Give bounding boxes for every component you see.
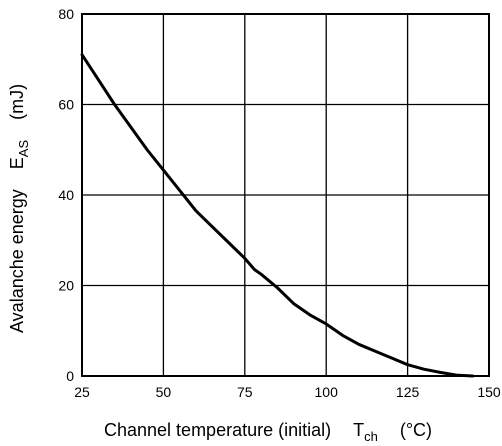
y-axis-symbol: E: [7, 157, 27, 169]
series-line: [80, 53, 475, 378]
x-tick-label: 50: [156, 384, 172, 400]
x-tick-label: 100: [315, 384, 339, 400]
x-tick-label: 150: [477, 384, 501, 400]
y-tick-label: 0: [66, 368, 74, 384]
y-tick-label: 60: [58, 97, 74, 113]
x-axis-symbol: T: [353, 420, 364, 440]
x-axis-symbol-sub: ch: [364, 429, 378, 444]
x-axis-title: Channel temperature (initial) Tch (°C): [104, 420, 432, 444]
y-tick-labels: 0 20 40 60 80: [58, 6, 74, 384]
y-tick-label: 20: [58, 278, 74, 294]
x-tick-label: 25: [74, 384, 90, 400]
plot-frame: [81, 13, 490, 377]
y-axis-symbol-sub: AS: [16, 140, 31, 158]
x-axis-title-main: Channel temperature (initial): [104, 420, 331, 440]
x-tick-label: 125: [396, 384, 420, 400]
y-tick-label: 80: [58, 6, 74, 22]
x-axis-unit: (°C): [400, 420, 432, 440]
y-axis-title: Avalanche energy EAS (mJ): [7, 84, 31, 333]
y-axis-title-main: Avalanche energy: [7, 189, 27, 333]
y-axis-unit: (mJ): [7, 84, 27, 120]
grid-lines: [81, 13, 490, 377]
x-tick-labels: 25 50 75 100 125 150: [74, 384, 501, 400]
y-tick-label: 40: [58, 187, 74, 203]
x-tick-label: 75: [237, 384, 253, 400]
